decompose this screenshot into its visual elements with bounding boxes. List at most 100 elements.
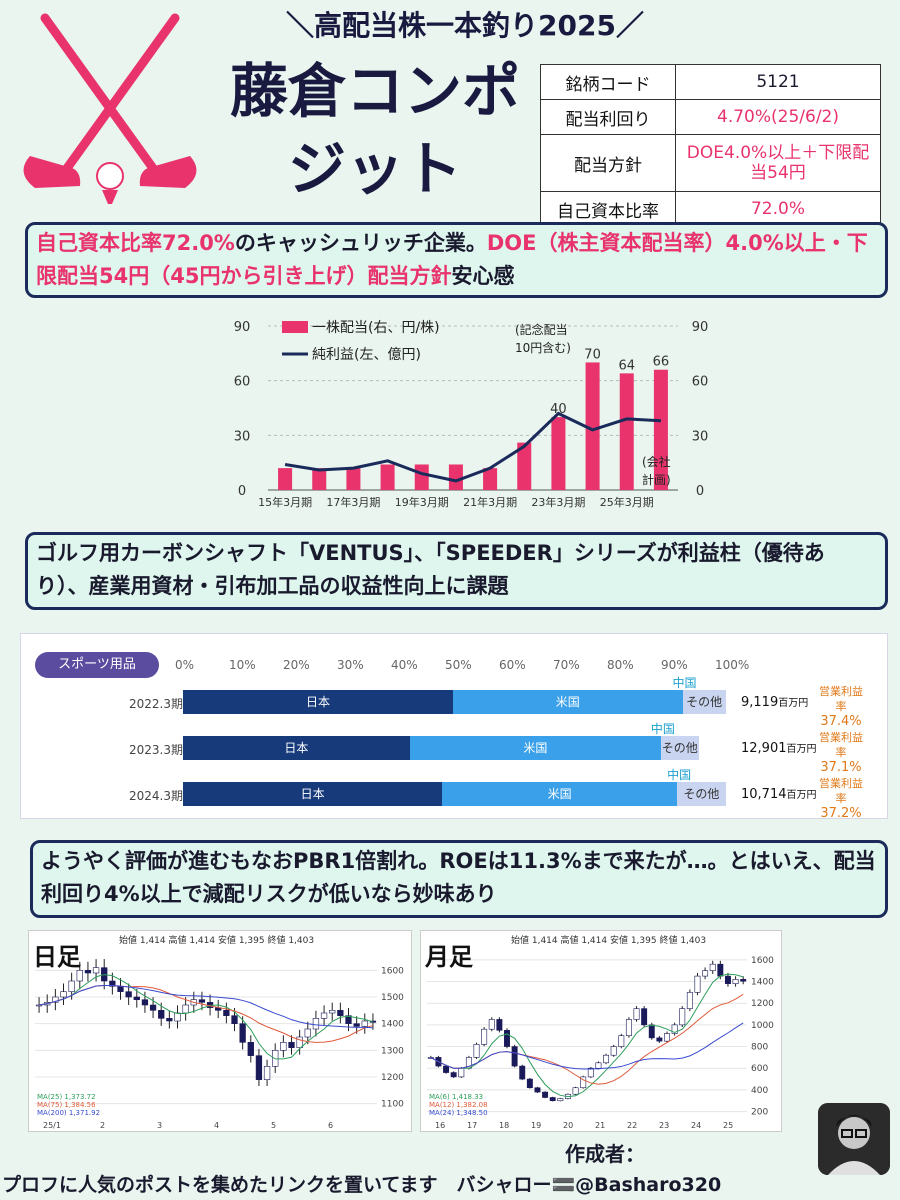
candle xyxy=(263,1066,271,1080)
x-axis-label: 17 xyxy=(467,1121,477,1130)
ma-legend: MA(200) 1,371.92 xyxy=(37,1109,100,1117)
operating-margin-label: 営業利益率 xyxy=(819,777,863,805)
percent-axis-tick: 0% xyxy=(175,658,195,672)
info-value: 4.70%(25/6/2) xyxy=(675,99,881,135)
percent-axis-tick: 100% xyxy=(715,658,750,672)
candle xyxy=(717,963,724,977)
company-name: 藤倉コンポ ジット xyxy=(215,52,535,208)
dividend-bar xyxy=(619,373,634,490)
annotation-commemorative: (記念配当 xyxy=(515,322,568,337)
candle xyxy=(648,1024,655,1039)
company-name-line2: ジット xyxy=(287,135,462,203)
candle xyxy=(109,980,116,987)
percent-axis-tick: 40% xyxy=(391,658,418,672)
candle xyxy=(473,1044,480,1058)
candle xyxy=(182,1004,189,1014)
dividend-bar xyxy=(653,369,668,490)
price-label: 400 xyxy=(751,1086,768,1096)
info-value: 72.0% xyxy=(675,191,881,227)
candle xyxy=(641,1008,648,1026)
candle xyxy=(496,1019,503,1031)
candle xyxy=(353,1023,360,1027)
price-label: 1500 xyxy=(381,993,404,1003)
y-tick-left: 0 xyxy=(238,484,246,499)
net-profit-line xyxy=(284,411,661,483)
bar-usa: 米国 xyxy=(442,782,678,806)
percent-axis-tick: 90% xyxy=(661,658,688,672)
moving-average-line xyxy=(430,1022,744,1070)
candle xyxy=(664,1033,670,1042)
candle xyxy=(166,1018,173,1022)
moving-average-line xyxy=(38,984,373,1029)
candle xyxy=(481,1028,488,1045)
x-axis-label: 25 xyxy=(723,1121,733,1130)
monthly-stock-chart: 始値 1,414 高値 1,414 安値 1,395 終値 1,403 1600… xyxy=(420,930,782,1132)
info-key: 銘柄コード xyxy=(540,64,676,100)
candle xyxy=(320,1012,328,1019)
dividend-bar xyxy=(312,468,327,490)
summary-box-finance: 自己資本比率72.0%のキャッシュリッチ企業。DOE（株主資本配当率）4.0%以… xyxy=(25,222,888,298)
info-row: 自己資本比率 72.0% xyxy=(540,191,881,227)
candle xyxy=(549,1097,556,1102)
fiscal-year-label: 2022.3期 xyxy=(129,697,183,711)
info-key: 配当方針 xyxy=(540,134,676,192)
price-label: 1000 xyxy=(751,1021,774,1031)
ma-legend: MA(75) 1,384.56 xyxy=(37,1101,96,1109)
ma-legend: MA(25) 1,373.72 xyxy=(37,1093,96,1101)
dividend-bar xyxy=(346,468,361,490)
candle xyxy=(312,1018,320,1030)
dividend-bar xyxy=(380,464,395,490)
candle xyxy=(603,1054,610,1064)
operating-margin-value: 37.2% xyxy=(820,806,862,821)
candle xyxy=(117,986,124,992)
footer-text: プロフに人気のポストを集めたリンクを置いてます バシャロー🟰@Basharo32… xyxy=(2,1174,722,1196)
author-label: 作成者： xyxy=(565,1142,645,1166)
candle xyxy=(732,979,739,984)
candle xyxy=(618,1035,625,1047)
candle xyxy=(296,1036,303,1048)
dividend-bar xyxy=(278,468,293,490)
candle xyxy=(361,1020,368,1027)
candle xyxy=(84,970,92,974)
price-label: 1600 xyxy=(751,956,774,966)
x-axis-label: 20 xyxy=(563,1121,573,1130)
candle xyxy=(125,991,132,998)
sales-amount: 9,119百万円 xyxy=(741,694,808,710)
x-tick-label: 15年3月期 xyxy=(258,495,312,509)
y-tick-right: 0 xyxy=(696,484,704,499)
candle xyxy=(724,975,731,984)
candle xyxy=(671,1024,678,1034)
summary-box-valuation: ようやく評価が進むもなおPBR1倍割れ。ROEは11.3%まで来たが…。とはいえ… xyxy=(30,840,888,918)
price-label: 200 xyxy=(751,1108,768,1118)
sales-amount-value: 10,714 xyxy=(741,787,787,802)
summary-box-business: ゴルフ用カーボンシャフト「VENTUS」、「SPEEDER」シリーズが利益柱（優… xyxy=(25,532,888,610)
legend-swatch-dividend xyxy=(282,321,308,333)
operating-margin-label: 営業利益率 xyxy=(819,731,863,759)
percent-axis-tick: 70% xyxy=(553,658,580,672)
x-axis-label: 19 xyxy=(531,1121,541,1130)
operating-margin: 営業利益率 37.4% xyxy=(816,684,866,729)
candle xyxy=(158,1010,165,1019)
fiscal-year-label: 2023.3期 xyxy=(129,743,183,757)
candle xyxy=(633,1008,640,1020)
candle xyxy=(580,1076,587,1089)
candle xyxy=(504,1029,510,1047)
candle xyxy=(329,1010,336,1014)
price-label: 800 xyxy=(751,1043,768,1053)
candle xyxy=(686,992,693,1009)
avatar-portrait xyxy=(818,1103,890,1175)
x-tick-label: 23年3月期 xyxy=(531,495,585,509)
label-china: 中国 xyxy=(667,768,692,782)
bar-other: その他 xyxy=(682,690,726,714)
sales-amount-unit: 百万円 xyxy=(786,744,817,755)
dividend-bar xyxy=(517,442,532,490)
info-row: 配当方針 DOE4.0%以上＋下限配当54円 xyxy=(540,134,881,192)
moving-average-line xyxy=(38,974,374,1060)
candle xyxy=(740,979,747,982)
page-subtitle: ＼高配当株一本釣り2025／ xyxy=(286,9,644,42)
golf-clubs-logo xyxy=(23,13,197,204)
info-row: 銘柄コード 5121 xyxy=(540,64,881,100)
operating-margin-value: 37.1% xyxy=(820,760,862,775)
dividend-bar xyxy=(414,464,429,490)
bar-japan: 日本 xyxy=(183,736,410,760)
